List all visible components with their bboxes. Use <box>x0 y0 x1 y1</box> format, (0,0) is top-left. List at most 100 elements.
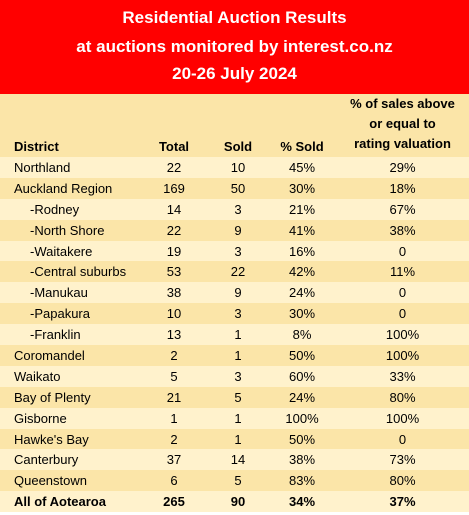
pct-rating-cell: 67% <box>389 201 416 217</box>
col-header-district: District <box>14 139 59 154</box>
district-cell: Bay of Plenty <box>14 389 91 405</box>
table-row: Auckland Region 169 50 30% 18% <box>0 177 469 199</box>
pct-rating-cell: 0 <box>398 431 407 447</box>
district-cell: -Papakura <box>30 306 90 322</box>
pct-sold-cell: 24% <box>288 285 316 301</box>
table-header-row: District Total Sold % Sold % of sales ab… <box>0 94 469 157</box>
pct-sold-cell: 50% <box>288 347 316 363</box>
district-cell: -North Shore <box>30 222 105 238</box>
district-cell: -Rodney <box>30 201 80 217</box>
pct-rating-cell: 29% <box>389 159 416 175</box>
pct-sold-cell: 30% <box>288 306 316 322</box>
sold-cell: 1 <box>234 410 242 426</box>
total-cell: 22 <box>166 222 182 238</box>
district-cell: Canterbury <box>14 452 79 468</box>
sold-cell: 3 <box>234 306 242 322</box>
sold-cell: 9 <box>234 285 242 301</box>
district-cell: Northland <box>14 159 71 175</box>
pct-rating-cell: 18% <box>389 180 416 196</box>
pct-rating-cell: 80% <box>389 473 416 489</box>
pct-rating-cell: 100% <box>385 410 420 426</box>
district-cell: Auckland Region <box>14 180 113 196</box>
sold-cell: 3 <box>234 243 242 259</box>
total-cell: 38 <box>166 285 182 301</box>
district-cell: -Waitakere <box>30 243 93 259</box>
pct-sold-cell: 83% <box>288 473 316 489</box>
sold-cell: 5 <box>234 473 242 489</box>
total-row: All of Aotearoa 265 90 34% 37% <box>0 491 469 513</box>
table-row: Gisborne 1 1 100% 100% <box>0 407 469 429</box>
sold-cell: 1 <box>234 431 242 447</box>
total-cell: 13 <box>166 327 182 343</box>
table-row: -North Shore 22 9 41% 38% <box>0 219 469 241</box>
table-row: Canterbury 37 14 38% 73% <box>0 449 469 471</box>
pct-rating-cell: 73% <box>389 452 416 468</box>
district-cell: -Franklin <box>30 327 81 343</box>
total-cell: 2 <box>170 347 178 363</box>
table-row: Waikato 5 3 60% 33% <box>0 365 469 387</box>
pct-sold-cell: 21% <box>288 201 316 217</box>
total-district-cell: All of Aotearoa <box>14 494 106 510</box>
pct-sold-cell: 38% <box>288 452 316 468</box>
table-row: Hawke's Bay 2 1 50% 0 <box>0 428 469 450</box>
pct-sold-cell: 42% <box>288 264 316 280</box>
sold-cell: 9 <box>234 222 242 238</box>
total-cell: 21 <box>166 389 182 405</box>
col-header-pct-rating-line1: % of sales above <box>350 96 455 111</box>
pct-sold-cell: 8% <box>292 327 312 343</box>
pct-sold-cell: 16% <box>288 243 316 259</box>
total-cell: 10 <box>166 306 182 322</box>
pct-rating-cell: 80% <box>389 389 416 405</box>
table-row: Coromandel 2 1 50% 100% <box>0 345 469 366</box>
table-row: Northland 22 10 45% 29% <box>0 157 469 178</box>
pct-sold-cell: 30% <box>288 180 316 196</box>
pct-sold-cell: 24% <box>288 389 316 405</box>
table-row: -Manukau 38 9 24% 0 <box>0 282 469 304</box>
col-header-total: Total <box>158 139 190 154</box>
pct-rating-cell: 0 <box>398 306 407 322</box>
district-cell: Gisborne <box>14 410 67 426</box>
district-cell: Coromandel <box>14 347 85 363</box>
report-subtitle: at auctions monitored by interest.co.nz <box>76 37 393 56</box>
total-cell: 19 <box>166 243 182 259</box>
table-row: -Franklin 13 1 8% 100% <box>0 324 469 346</box>
pct-rating-cell: 100% <box>385 347 420 363</box>
pct-sold-cell: 45% <box>288 159 316 175</box>
sold-cell: 3 <box>234 368 242 384</box>
total-cell: 5 <box>170 368 178 384</box>
pct-rating-cell: 0 <box>398 285 407 301</box>
sold-cell: 5 <box>234 389 242 405</box>
total-cell: 53 <box>166 264 182 280</box>
report-date-range: 20-26 July 2024 <box>172 64 297 83</box>
total-pct-sold-cell: 34% <box>288 494 316 510</box>
total-cell: 37 <box>166 452 182 468</box>
col-header-pct-rating: % of sales above or equal to rating valu… <box>336 94 469 157</box>
col-header-pct-sold: % Sold <box>280 139 324 154</box>
table-row: Queenstown 6 5 83% 80% <box>0 470 469 492</box>
header-banner: Residential Auction Results at auctions … <box>0 0 469 94</box>
table-row: -Rodney 14 3 21% 67% <box>0 198 469 220</box>
sold-cell: 10 <box>230 159 246 175</box>
table-row: -Waitakere 19 3 16% 0 <box>0 240 469 262</box>
total-cell: 2 <box>170 431 178 447</box>
total-pct-rating-cell: 37% <box>389 494 416 510</box>
total-cell: 1 <box>170 410 178 426</box>
col-header-pct-rating-line3: rating valuation <box>354 136 451 151</box>
table-row: -Central suburbs 53 22 42% 11% <box>0 261 469 283</box>
pct-rating-cell: 100% <box>385 327 420 343</box>
district-cell: Queenstown <box>14 473 87 489</box>
pct-sold-cell: 60% <box>288 368 316 384</box>
district-cell: Waikato <box>14 368 61 384</box>
pct-sold-cell: 41% <box>288 222 316 238</box>
district-cell: Hawke's Bay <box>14 431 89 447</box>
total-total-cell: 265 <box>163 494 185 510</box>
total-sold-cell: 90 <box>230 494 246 510</box>
pct-rating-cell: 33% <box>389 368 416 384</box>
sold-cell: 50 <box>230 180 246 196</box>
col-header-sold: Sold <box>223 139 253 154</box>
table-row: -Papakura 10 3 30% 0 <box>0 303 469 325</box>
pct-sold-cell: 50% <box>288 431 316 447</box>
sold-cell: 3 <box>234 201 242 217</box>
table-body: Northland 22 10 45% 29% Auckland Region 169 50 3… <box>0 157 469 513</box>
